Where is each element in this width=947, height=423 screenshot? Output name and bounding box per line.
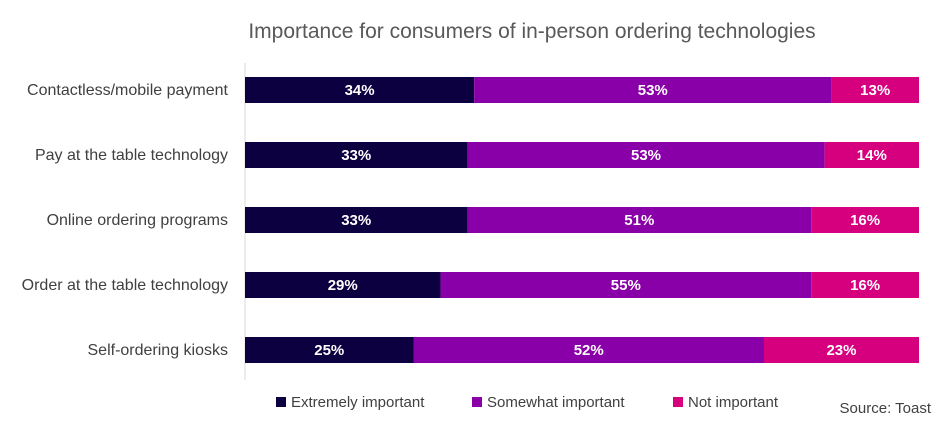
bar-segment — [831, 77, 919, 103]
data-label: 16% — [850, 212, 880, 229]
legend-swatch — [472, 397, 482, 407]
bar-segment — [763, 337, 919, 363]
data-label: 33% — [341, 147, 371, 164]
legend-label: Not important — [688, 394, 779, 411]
data-label: 55% — [611, 277, 641, 294]
bar-segment — [467, 142, 825, 168]
bar-segment — [245, 77, 475, 103]
legend-label: Somewhat important — [487, 394, 625, 411]
bar-segment — [245, 207, 468, 233]
data-label: 34% — [345, 82, 375, 99]
legend-swatch — [673, 397, 683, 407]
bar-segment — [440, 272, 812, 298]
data-label: 23% — [826, 342, 856, 359]
bar-segment — [245, 142, 468, 168]
data-label: 33% — [341, 212, 371, 229]
legend-swatch — [276, 397, 286, 407]
data-label: 13% — [860, 82, 890, 99]
data-label: 51% — [624, 212, 654, 229]
category-label: Order at the table technology — [22, 277, 228, 294]
bar-segment — [474, 77, 832, 103]
data-label: 29% — [328, 277, 358, 294]
chart-title: Importance for consumers of in-person or… — [248, 20, 815, 43]
bar-segment — [811, 272, 919, 298]
bar-segment — [824, 142, 919, 168]
bars: Contactless/mobile payment 34% 53% 13% Pay a… — [22, 77, 919, 363]
data-label: 52% — [574, 342, 604, 359]
bar-segment — [245, 337, 414, 363]
category-label: Contactless/mobile payment — [27, 82, 229, 99]
data-label: 53% — [638, 82, 668, 99]
legend-label: Extremely important — [291, 394, 425, 411]
category-label: Online ordering programs — [47, 212, 228, 229]
legend: Extremely important Somewhat important Not… — [276, 394, 779, 411]
data-label: 16% — [850, 277, 880, 294]
data-label: 25% — [314, 342, 344, 359]
bar-segment — [811, 207, 919, 233]
bar-segment — [245, 272, 441, 298]
category-label: Pay at the table technology — [35, 147, 228, 164]
category-label: Self-ordering kiosks — [88, 342, 229, 359]
bar-segment — [413, 337, 764, 363]
bar-segment — [467, 207, 812, 233]
data-label: 53% — [631, 147, 661, 164]
source-note: Source: Toast — [840, 400, 932, 417]
data-label: 14% — [857, 147, 887, 164]
